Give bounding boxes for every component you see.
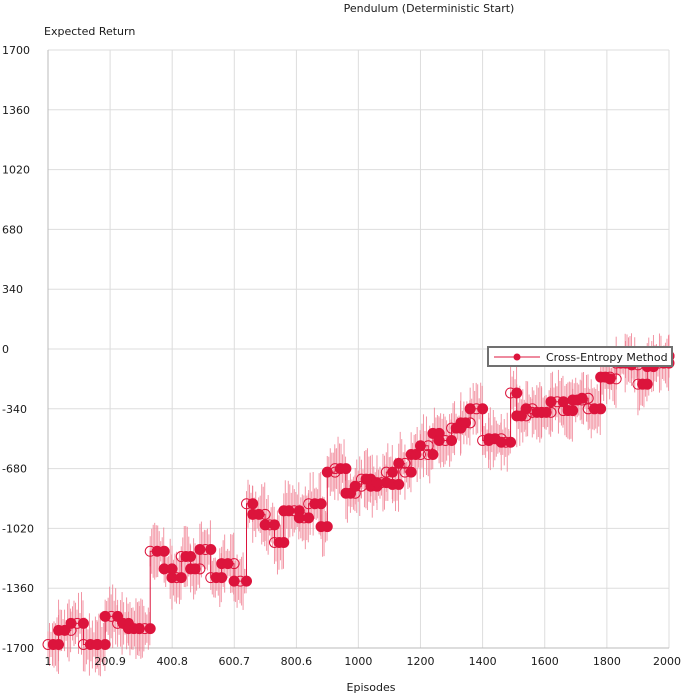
y-tick-label: 0	[2, 343, 9, 356]
data-point	[405, 466, 417, 478]
data-point	[520, 403, 532, 415]
data-point	[610, 373, 622, 385]
x-tick-label: 1000	[344, 655, 372, 668]
data-point	[194, 563, 206, 575]
data-point	[446, 434, 458, 446]
y-axis-label: Expected Return	[44, 25, 135, 38]
y-tick-label: 1360	[2, 104, 30, 117]
data-point	[259, 508, 271, 520]
data-point	[393, 478, 405, 490]
chart-title: Pendulum (Deterministic Start)	[344, 2, 515, 15]
data-point	[216, 572, 228, 584]
data-point	[99, 610, 111, 622]
x-tick-label: 400.8	[156, 655, 188, 668]
data-point	[505, 436, 517, 448]
axis-tick-labels: 1700 1360 1020 680 340 0 -340 -680 -1020 -1360 -17…	[2, 44, 681, 668]
data-point	[414, 440, 426, 452]
data-point	[511, 387, 523, 399]
data-point	[185, 551, 197, 563]
data-point	[205, 544, 217, 556]
data-point	[228, 558, 240, 570]
data-point	[321, 466, 333, 478]
data-point	[582, 392, 594, 404]
x-tick-label: 2000	[653, 655, 681, 668]
legend[interactable]: Cross-Entropy Method	[487, 346, 673, 367]
data-point	[77, 617, 89, 629]
data-point	[175, 572, 187, 584]
data-point	[222, 558, 234, 570]
data-point	[393, 457, 405, 469]
x-tick-label: 1400	[469, 655, 497, 668]
data-point	[53, 638, 65, 650]
y-tick-label: 340	[2, 283, 23, 296]
data-point	[545, 396, 557, 408]
legend-box	[487, 346, 673, 367]
data-point	[349, 480, 361, 492]
data-point	[387, 466, 399, 478]
data-point	[567, 405, 579, 417]
y-tick-label: 680	[2, 223, 23, 236]
data-point	[321, 521, 333, 533]
x-tick-label: 1600	[531, 655, 559, 668]
data-point	[433, 434, 445, 446]
data-point	[464, 417, 476, 429]
x-tick-label: 1200	[406, 655, 434, 668]
data-point	[464, 403, 476, 415]
y-tick-label: 1700	[2, 44, 30, 57]
y-tick-label: -1360	[2, 582, 34, 595]
x-tick-label: 200.9	[94, 655, 126, 668]
data-point	[545, 406, 557, 418]
x-tick-label: 1	[45, 655, 52, 668]
data-point	[241, 575, 253, 587]
data-point	[59, 624, 71, 636]
data-point	[595, 403, 607, 415]
x-tick-label: 1800	[593, 655, 621, 668]
x-tick-label: 800.6	[281, 655, 313, 668]
data-point	[228, 575, 240, 587]
data-point	[576, 392, 588, 404]
y-tick-label: -680	[2, 463, 27, 476]
legend-label: Cross-Entropy Method	[546, 351, 668, 364]
data-point	[303, 512, 315, 524]
data-point	[65, 617, 77, 629]
data-point	[278, 536, 290, 548]
x-axis-label: Episodes	[347, 681, 396, 694]
y-tick-label: -1020	[2, 522, 34, 535]
y-tick-label: -340	[2, 403, 27, 416]
data-point	[253, 508, 265, 520]
data-point	[315, 498, 327, 510]
y-tick-label: -1700	[2, 642, 34, 655]
data-point	[268, 519, 280, 531]
data-point	[340, 463, 352, 475]
data-point	[158, 545, 170, 557]
data-point	[477, 403, 489, 415]
data-point	[247, 498, 259, 510]
data-point	[641, 378, 653, 390]
data-point	[422, 440, 434, 452]
x-tick-label: 600.7	[219, 655, 251, 668]
data-point	[604, 373, 616, 385]
data-point	[144, 623, 156, 635]
data-point	[427, 449, 439, 461]
y-tick-label: 1020	[2, 164, 30, 177]
legend-marker-icon	[513, 353, 521, 361]
data-point	[99, 638, 111, 650]
data-point	[399, 457, 411, 469]
